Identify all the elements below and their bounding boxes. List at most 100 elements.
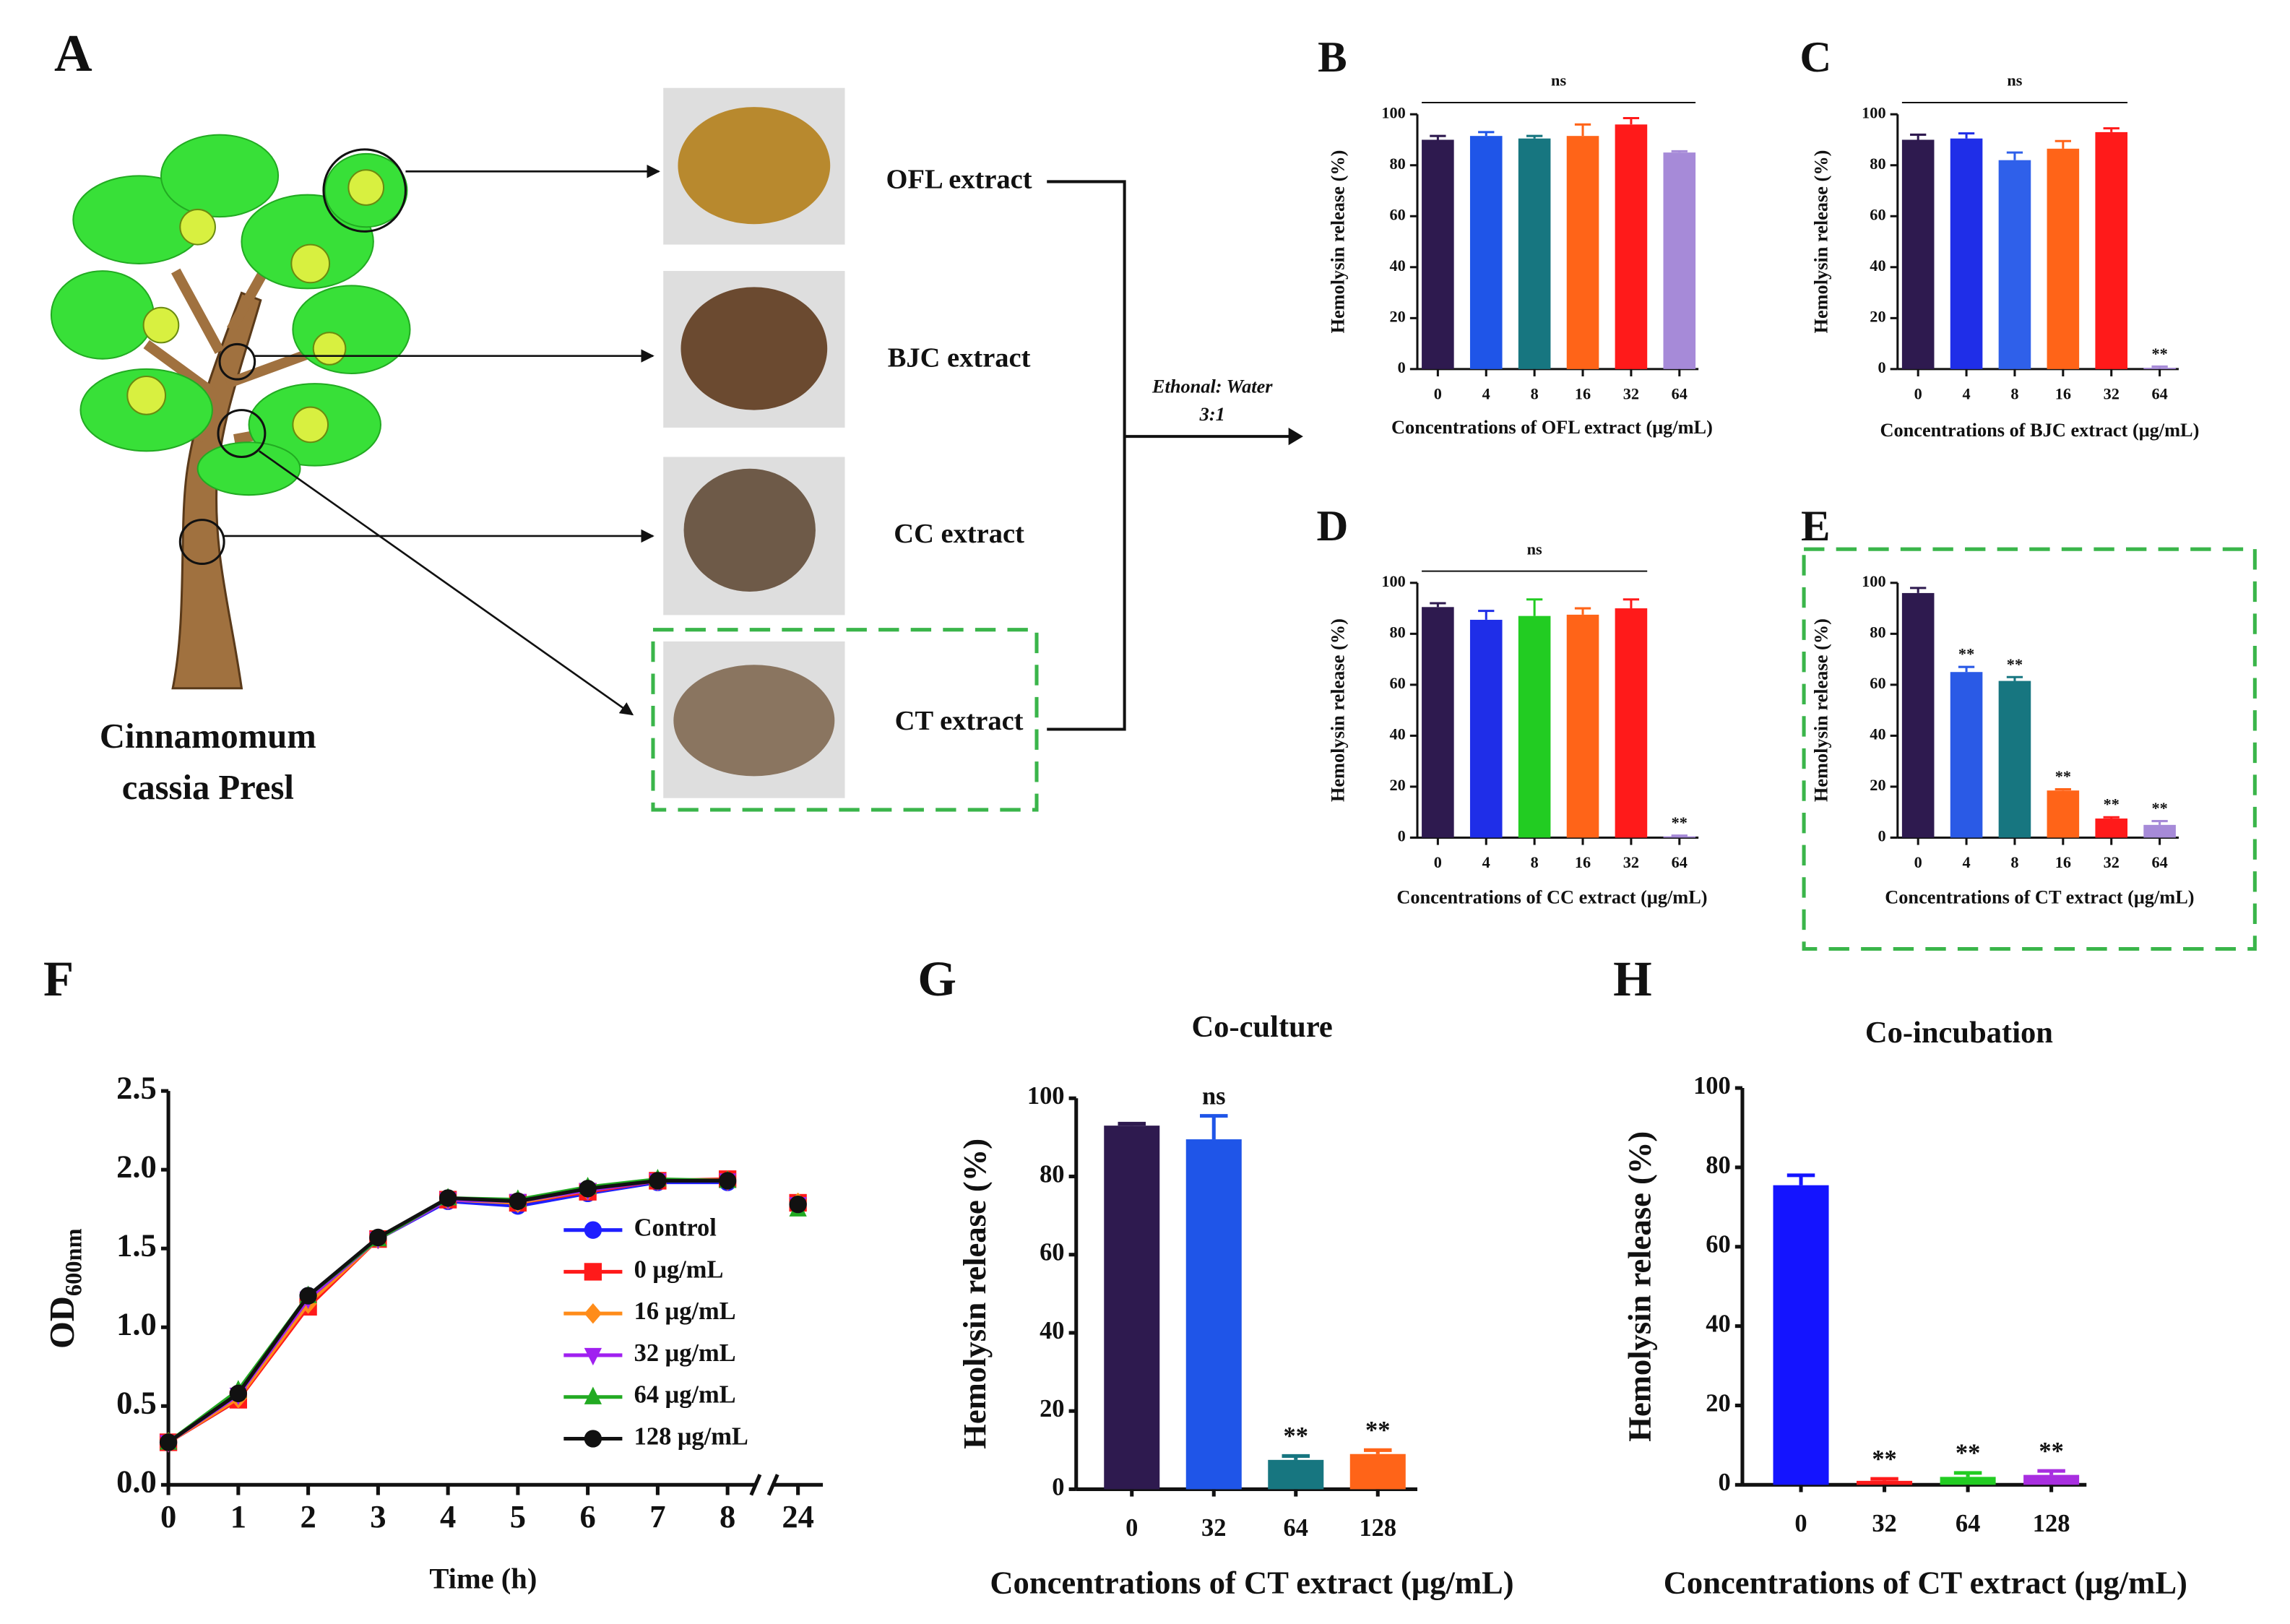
error-bar bbox=[1526, 598, 1543, 616]
x-tick-label: 8 bbox=[2010, 853, 2018, 871]
x-axis-label: Time (h) bbox=[429, 1562, 537, 1594]
marker bbox=[369, 1228, 387, 1247]
axis-break bbox=[766, 1474, 779, 1496]
bar bbox=[1857, 1480, 1913, 1485]
bar bbox=[2023, 1474, 2080, 1485]
y-tick-label: 0.5 bbox=[116, 1385, 157, 1421]
error-bar bbox=[1526, 134, 1543, 139]
error-bar bbox=[2037, 1469, 2065, 1475]
legend-label: 16 μg/mL bbox=[634, 1297, 736, 1325]
y-tick-label: 100 bbox=[1862, 103, 1885, 121]
marker bbox=[789, 1195, 807, 1214]
error-bar bbox=[1430, 602, 1446, 608]
x-tick-label: 128 bbox=[1359, 1514, 1396, 1542]
x-axis-label: Concentrations of CT extract (μg/mL) bbox=[1885, 887, 2194, 908]
y-tick-label: 100 bbox=[1381, 103, 1405, 121]
error-bar bbox=[1623, 598, 1640, 609]
y-tick-label: 40 bbox=[1706, 1310, 1730, 1338]
x-tick-label: 16 bbox=[1575, 384, 1591, 402]
y-tick-label: 80 bbox=[1870, 155, 1885, 173]
species-name: Cinnamomum bbox=[100, 717, 316, 756]
bar bbox=[1998, 681, 2031, 838]
legend-label: 0 μg/mL bbox=[634, 1256, 724, 1283]
x-axis-label: Concentrations of OFL extract (μg/mL) bbox=[1391, 417, 1713, 438]
panel-label: G bbox=[917, 951, 956, 1006]
x-tick-label: 64 bbox=[2151, 853, 2167, 871]
x-tick-label: 0 bbox=[160, 1498, 176, 1534]
error-bar bbox=[1958, 665, 1975, 673]
panel-label: F bbox=[43, 951, 74, 1006]
bar bbox=[2047, 790, 2080, 838]
error-bar bbox=[1623, 116, 1640, 125]
bar bbox=[1518, 616, 1551, 838]
x-tick-label: 4 bbox=[1482, 384, 1490, 402]
y-tick-label: 40 bbox=[1389, 256, 1405, 275]
error-bar bbox=[1478, 610, 1495, 620]
x-tick-label: 8 bbox=[1531, 384, 1539, 402]
y-axis-label-main: OD bbox=[43, 1296, 82, 1349]
y-tick-label: 0 bbox=[1878, 827, 1885, 845]
y-tick-label: 40 bbox=[1040, 1317, 1064, 1344]
marker bbox=[509, 1192, 527, 1210]
y-tick-label: 80 bbox=[1040, 1160, 1064, 1188]
marker bbox=[584, 1303, 602, 1324]
x-tick-label: 32 bbox=[1872, 1510, 1896, 1537]
y-axis-label: Hemolysin release (%) bbox=[1328, 150, 1349, 334]
x-tick-label: 32 bbox=[2104, 853, 2120, 871]
significance-label: ** bbox=[1672, 813, 1688, 832]
error-bar bbox=[1910, 133, 1927, 140]
bar bbox=[1663, 836, 1696, 838]
bar bbox=[1518, 138, 1551, 369]
y-tick-label: 0 bbox=[1398, 827, 1406, 845]
y-tick-label: 60 bbox=[1706, 1231, 1730, 1258]
y-tick-label: 0 bbox=[1398, 358, 1406, 376]
y-tick-label: 100 bbox=[1862, 572, 1885, 590]
y-tick-label: 60 bbox=[1389, 205, 1405, 223]
y-tick-label: 2.0 bbox=[116, 1148, 157, 1184]
significance-label: ** bbox=[2039, 1438, 2063, 1465]
x-tick-label: 64 bbox=[1672, 853, 1688, 871]
y-tick-label: 60 bbox=[1389, 674, 1405, 692]
bar bbox=[2143, 368, 2176, 369]
y-tick-label: 0 bbox=[1878, 358, 1885, 376]
y-axis-label-sub: 600nm bbox=[61, 1228, 87, 1296]
y-tick-label: 40 bbox=[1870, 256, 1885, 275]
panel-label: C bbox=[1799, 33, 1831, 82]
error-bar bbox=[1671, 834, 1688, 837]
photos bbox=[663, 87, 845, 798]
significance-label: ** bbox=[2104, 795, 2120, 813]
significance-label: ** bbox=[1365, 1417, 1390, 1444]
y-tick-label: 0 bbox=[1052, 1473, 1064, 1500]
x-tick-label: 32 bbox=[2104, 384, 2120, 402]
y-tick-label: 20 bbox=[1870, 776, 1885, 794]
bar bbox=[1422, 607, 1454, 838]
marker bbox=[584, 1221, 602, 1239]
error-bar bbox=[1870, 1477, 1898, 1481]
legend-label: 32 μg/mL bbox=[634, 1339, 736, 1367]
error-bar bbox=[1478, 131, 1495, 137]
y-tick-label: 80 bbox=[1389, 623, 1405, 641]
x-axis-label: Concentrations of CT extract (μg/mL) bbox=[990, 1564, 1513, 1600]
x-tick-label: 6 bbox=[579, 1498, 595, 1534]
y-tick-label: 100 bbox=[1381, 572, 1405, 590]
error-bar bbox=[1200, 1114, 1228, 1140]
x-tick-label: 64 bbox=[1672, 384, 1688, 402]
x-axis-label: Concentrations of BJC extract (μg/mL) bbox=[1880, 420, 2199, 441]
y-tick-label: 60 bbox=[1040, 1239, 1064, 1266]
y-tick-label: 60 bbox=[1870, 205, 1885, 223]
legend-label: 64 μg/mL bbox=[634, 1381, 736, 1409]
x-tick-label: 3 bbox=[370, 1498, 386, 1534]
x-tick-label: 0 bbox=[1914, 384, 1922, 402]
significance-label: ** bbox=[2151, 799, 2167, 817]
y-tick-label: 80 bbox=[1870, 623, 1885, 641]
bar bbox=[1469, 619, 1503, 838]
bar bbox=[1940, 1477, 1996, 1485]
marker bbox=[299, 1287, 317, 1305]
legend-label: 128 μg/mL bbox=[634, 1422, 748, 1450]
y-axis-label: Hemolysin release (%) bbox=[1810, 618, 1831, 802]
marker bbox=[584, 1263, 602, 1281]
chart-title: Co-incubation bbox=[1865, 1016, 2053, 1050]
bar bbox=[1268, 1459, 1324, 1490]
y-axis-label: Hemolysin release (%) bbox=[1328, 618, 1349, 802]
panel-label: D bbox=[1316, 502, 1348, 550]
